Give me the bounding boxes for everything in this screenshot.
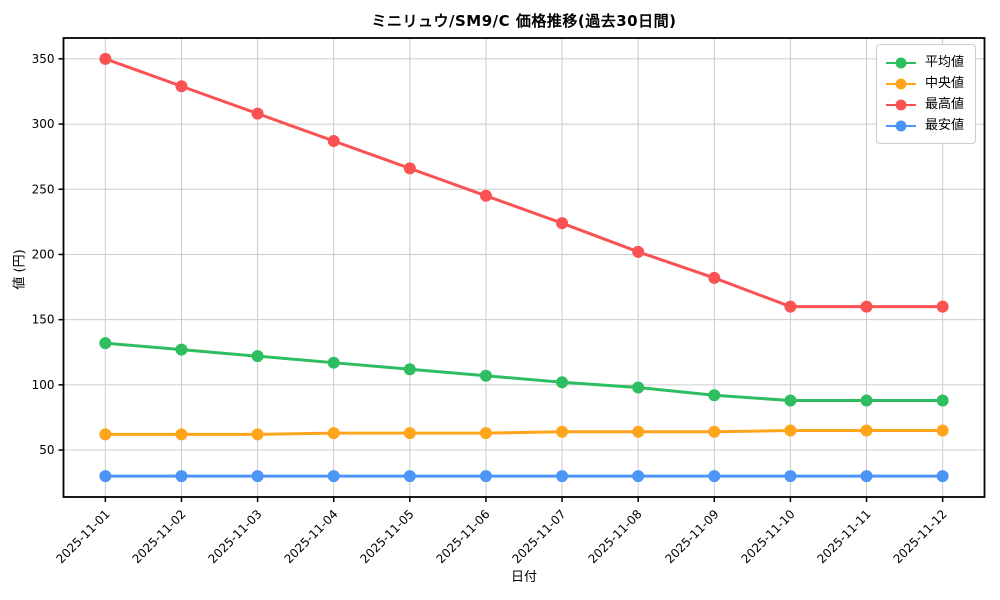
legend-item-2: 最高値 — [885, 94, 964, 115]
data-point — [784, 470, 797, 483]
data-point — [632, 425, 645, 438]
axes-spines — [62, 37, 986, 498]
data-point — [99, 428, 112, 441]
legend-line-marker-icon — [885, 99, 916, 111]
y-tick-label: 250 — [32, 182, 55, 196]
data-point — [708, 389, 721, 402]
data-point — [860, 394, 873, 407]
data-point — [784, 394, 797, 407]
legend-line-marker-icon — [885, 57, 916, 69]
data-point — [403, 470, 416, 483]
data-point — [99, 52, 112, 65]
legend-line-marker-icon — [885, 78, 916, 90]
data-point — [936, 300, 949, 313]
data-point — [251, 107, 264, 120]
legend-label: 最高値 — [924, 97, 964, 112]
data-point — [708, 425, 721, 438]
data-point — [632, 245, 645, 258]
legend-label: 最安値 — [924, 118, 964, 133]
data-point — [327, 356, 340, 369]
x-axis-label: 日付 — [510, 570, 537, 585]
data-point — [175, 343, 188, 356]
legend-item-3: 最安値 — [885, 115, 964, 136]
data-point — [632, 381, 645, 394]
series-line-2 — [103, 57, 945, 309]
data-point — [403, 363, 416, 376]
data-point — [556, 425, 569, 438]
data-point — [251, 350, 264, 363]
data-point — [99, 470, 112, 483]
series-line-1 — [103, 428, 945, 436]
data-point — [784, 424, 797, 437]
data-point — [175, 80, 188, 93]
legend: 平均値中央値最高値最安値 — [875, 44, 976, 144]
y-tick-label: 200 — [32, 247, 55, 261]
y-tick-label: 100 — [32, 378, 55, 392]
data-point — [251, 428, 264, 441]
data-point — [479, 470, 492, 483]
y-tick-label: 300 — [32, 117, 55, 131]
data-point — [479, 427, 492, 440]
data-point — [556, 217, 569, 230]
y-tick-label: 350 — [32, 52, 55, 66]
series-line-0 — [103, 341, 945, 403]
data-point — [784, 300, 797, 313]
data-point — [327, 427, 340, 440]
data-point — [175, 428, 188, 441]
legend-item-0: 平均値 — [885, 52, 964, 73]
data-point — [327, 135, 340, 148]
data-point — [327, 470, 340, 483]
legend-item-1: 中央値 — [885, 73, 964, 94]
data-point — [479, 369, 492, 382]
data-point — [479, 189, 492, 202]
data-point — [175, 470, 188, 483]
data-point — [936, 424, 949, 437]
data-point — [860, 424, 873, 437]
chart-title: ミニリュウ/SM9/C 価格推移(過去30日間) — [371, 12, 677, 30]
y-tick-label: 150 — [32, 313, 55, 327]
data-point — [632, 470, 645, 483]
data-point — [251, 470, 264, 483]
legend-label: 中央値 — [924, 76, 964, 91]
data-point — [708, 470, 721, 483]
data-point — [99, 337, 112, 350]
data-point — [556, 376, 569, 389]
data-point — [403, 427, 416, 440]
y-tick-label: 50 — [39, 443, 54, 457]
data-point — [556, 470, 569, 483]
data-point — [936, 470, 949, 483]
legend-label: 平均値 — [924, 55, 964, 70]
data-point — [403, 162, 416, 175]
data-point — [860, 300, 873, 313]
data-point — [708, 271, 721, 284]
data-point — [860, 470, 873, 483]
data-point — [936, 394, 949, 407]
legend-line-marker-icon — [885, 120, 916, 132]
